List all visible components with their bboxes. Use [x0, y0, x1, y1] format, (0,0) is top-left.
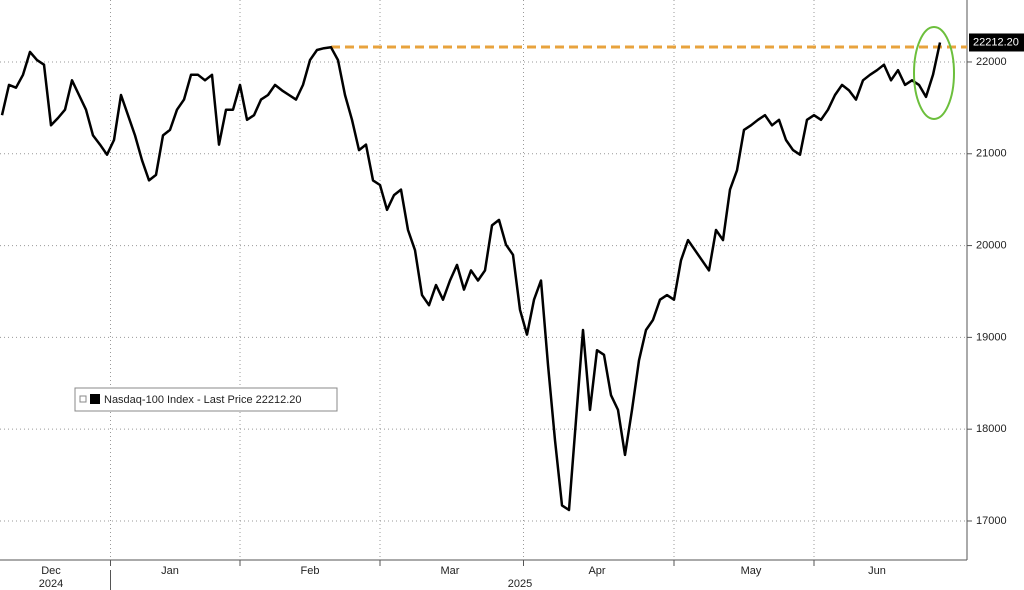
legend-label: Nasdaq-100 Index - Last Price 22212.20: [104, 394, 302, 406]
highlight-ellipse: [913, 26, 955, 120]
legend-toggle[interactable]: [79, 395, 87, 403]
legend-box: [74, 387, 338, 412]
x-year-label: 2024: [39, 578, 63, 590]
last-price-label: 22212.20: [973, 36, 1019, 48]
series-line: [0, 42, 942, 512]
y-tick-label: 22000: [976, 56, 1007, 68]
x-tick-label: Jun: [868, 565, 886, 577]
x-tick-label: May: [741, 565, 762, 577]
x-tick-label: Mar: [441, 565, 460, 577]
y-tick-label: 18000: [976, 423, 1007, 435]
x-year-label: 2025: [508, 578, 532, 590]
y-tick-label: 20000: [976, 239, 1007, 251]
x-tick-label: Feb: [301, 565, 320, 577]
y-tick-label: 17000: [976, 515, 1007, 527]
legend: Nasdaq-100 Index - Last Price 22212.20: [74, 387, 338, 412]
last-price-tag: [969, 33, 1024, 52]
x-tick-label: Dec: [41, 565, 61, 577]
legend-swatch: [90, 394, 100, 404]
y-tick-label: 19000: [976, 331, 1007, 343]
x-tick-label: Jan: [161, 565, 179, 577]
x-tick-label: Apr: [588, 565, 605, 577]
y-tick-label: 21000: [976, 148, 1007, 160]
